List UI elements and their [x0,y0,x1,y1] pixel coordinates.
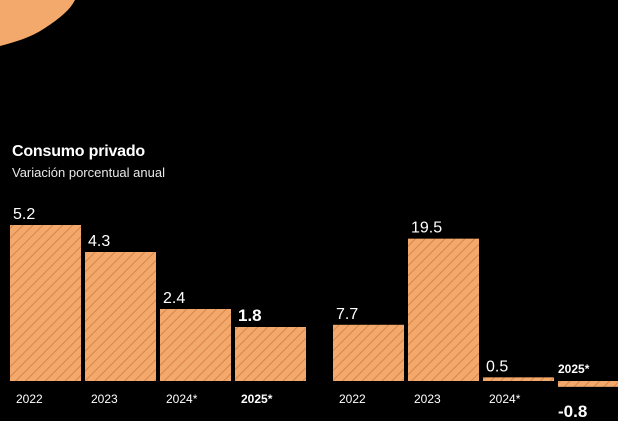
category-label-0-1: 2023 [91,392,118,406]
value-label-0-2: 2.4 [163,290,185,307]
bar-1-3 [558,381,618,387]
bar-0-1 [85,252,156,381]
value-label-0-0: 5.2 [13,206,35,223]
category-label-1-1: 2023 [414,392,441,406]
category-label-1-0: 2022 [339,392,366,406]
value-label-0-1: 4.3 [88,233,110,250]
category-label-1-2: 2024* [489,392,521,406]
chart-subtitle: Variación porcentual anual [12,165,165,180]
chart-title: Consumo privado [12,143,146,160]
decorative-corner-shape [0,0,75,46]
chart-consumo-privado: 5.2 2022 4.3 2023 2.4 2024* 1.8 2025* [10,206,306,406]
bar-1-1 [408,238,479,381]
value-label-1-3: -0.8 [558,402,587,421]
value-label-1-0: 7.7 [336,306,358,323]
bar-1-2 [483,377,554,381]
bar-0-3 [235,327,306,381]
category-label-0-3: 2025* [241,392,273,406]
bar-0-0 [10,225,81,381]
category-label-1-3: 2025* [558,362,590,376]
chart-right: 7.7 2022 19.5 2023 0.5 2024* -0.8 2025* [333,220,618,421]
category-label-0-0: 2022 [16,392,43,406]
value-label-1-1: 19.5 [411,220,442,237]
value-label-1-2: 0.5 [486,358,508,375]
value-label-0-3: 1.8 [238,306,262,325]
bar-1-0 [333,324,404,381]
bar-0-2 [160,309,231,381]
category-label-0-2: 2024* [166,392,198,406]
